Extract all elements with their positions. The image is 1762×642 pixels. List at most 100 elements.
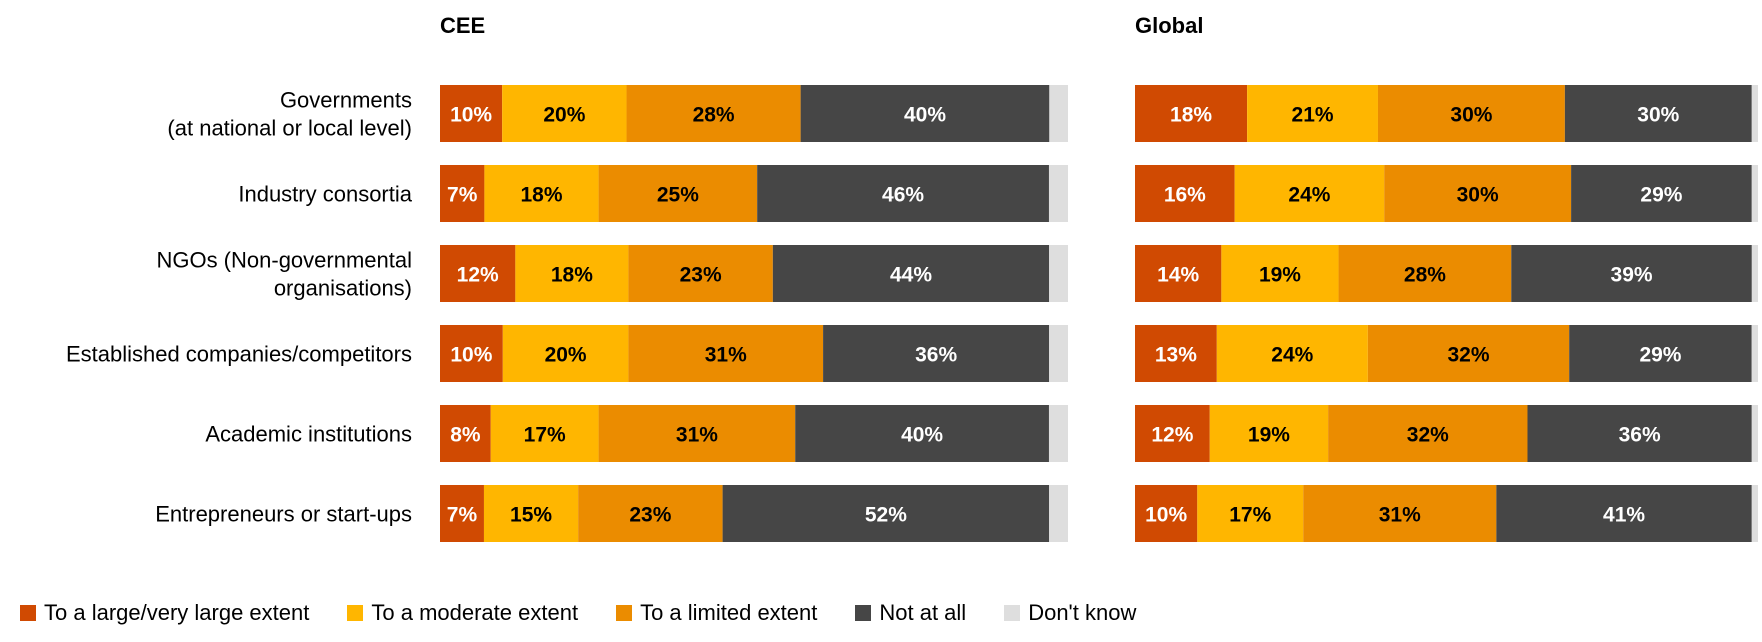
bar-segment	[578, 485, 723, 542]
bar-segment	[440, 85, 503, 142]
data-label: 30%	[1450, 104, 1492, 127]
bar-segment	[772, 245, 1050, 302]
data-label: 18%	[520, 184, 562, 207]
bar-segment	[628, 325, 824, 382]
legend-swatch	[20, 605, 36, 621]
data-label: 28%	[693, 104, 735, 127]
bar-segment	[515, 245, 629, 302]
bar-segment	[440, 325, 503, 382]
data-label: 40%	[904, 104, 946, 127]
bar-segment	[1049, 245, 1068, 302]
bar-segment	[1135, 485, 1198, 542]
bar-segment	[1234, 165, 1385, 222]
bar-segment	[1048, 405, 1068, 462]
bar-segment	[1135, 165, 1235, 222]
bar-segment	[1049, 325, 1068, 382]
bar-segment	[1751, 325, 1758, 382]
data-label: 41%	[1603, 504, 1645, 527]
data-label: 21%	[1292, 104, 1334, 127]
bar-segment	[1216, 325, 1368, 382]
data-label: 23%	[629, 504, 671, 527]
bar-segment	[1751, 485, 1758, 542]
bar-segment	[757, 165, 1049, 222]
data-label: 12%	[1151, 424, 1193, 447]
category-label: Industry consortia	[238, 182, 412, 207]
data-label: 29%	[1639, 344, 1681, 367]
bar-segment	[1135, 245, 1222, 302]
bar-segment	[440, 405, 491, 462]
data-label: 18%	[551, 264, 593, 287]
legend-label: To a large/very large extent	[44, 600, 310, 625]
bar-segment	[483, 485, 579, 542]
data-label: 10%	[450, 104, 492, 127]
bar-segment	[484, 165, 599, 222]
data-label: 30%	[1457, 184, 1499, 207]
bar-segment	[795, 405, 1049, 462]
data-label: 46%	[882, 184, 924, 207]
data-label: 52%	[865, 504, 907, 527]
data-label: 40%	[901, 424, 943, 447]
data-label: 17%	[524, 424, 566, 447]
bar-segment	[1328, 405, 1528, 462]
legend-item: To a moderate extent	[347, 600, 578, 626]
category-label: Governments	[280, 88, 412, 113]
bar-segment	[1569, 325, 1752, 382]
data-label: 8%	[450, 424, 481, 447]
legend-label: Not at all	[879, 600, 967, 625]
bar-segment	[1197, 485, 1304, 542]
data-label: 24%	[1288, 184, 1330, 207]
data-label: 32%	[1448, 344, 1490, 367]
data-label: 19%	[1259, 264, 1301, 287]
bar-segment	[1571, 165, 1752, 222]
bar-segment	[440, 245, 516, 302]
bar-segment	[1338, 245, 1512, 302]
bar-segment	[823, 325, 1050, 382]
legend-item: To a large/very large extent	[20, 600, 309, 626]
legend-label: To a limited extent	[640, 600, 818, 625]
data-label: 10%	[450, 344, 492, 367]
bar-segment	[1751, 85, 1758, 142]
legend-swatch	[1004, 605, 1021, 621]
bar-segment	[1751, 245, 1758, 302]
data-label: 25%	[657, 184, 699, 207]
data-label: 18%	[1170, 104, 1212, 127]
category-label: Established companies/competitors	[66, 342, 412, 367]
bar-segment	[1135, 85, 1248, 142]
data-label: 20%	[543, 104, 585, 127]
bar-segment	[1564, 85, 1752, 142]
bar-segment	[1377, 85, 1565, 142]
bar-segment	[800, 85, 1050, 142]
bar-segment	[1209, 405, 1329, 462]
panel-title: CEE	[440, 13, 485, 38]
bar-segment	[1751, 405, 1758, 462]
bar-segment	[1496, 485, 1752, 542]
bar-segment	[1247, 85, 1378, 142]
data-label: 17%	[1229, 504, 1271, 527]
data-label: 31%	[1379, 504, 1421, 527]
data-label: 7%	[447, 504, 478, 527]
category-label: organisations)	[274, 276, 412, 301]
category-label: NGOs (Non-governmental	[156, 248, 412, 273]
bar-segment	[1367, 325, 1570, 382]
bar-segment	[1049, 85, 1068, 142]
data-label: 28%	[1404, 264, 1446, 287]
bar-segment	[626, 85, 801, 142]
bar-segment	[1221, 245, 1339, 302]
bar-segment	[628, 245, 773, 302]
bar-segment	[1049, 485, 1068, 542]
legend-item: To a limited extent	[616, 600, 817, 626]
bar-segment	[502, 85, 627, 142]
bar-segment	[440, 165, 485, 222]
panel-title: Global	[1135, 13, 1203, 38]
data-label: 32%	[1407, 424, 1449, 447]
data-label: 19%	[1248, 424, 1290, 447]
data-label: 39%	[1611, 264, 1653, 287]
legend-swatch	[347, 605, 364, 621]
bar-segment	[598, 165, 758, 222]
data-label: 36%	[915, 344, 957, 367]
bar-segment	[1751, 165, 1758, 222]
data-label: 30%	[1637, 104, 1679, 127]
data-label: 13%	[1155, 344, 1197, 367]
bar-segment	[1135, 405, 1210, 462]
